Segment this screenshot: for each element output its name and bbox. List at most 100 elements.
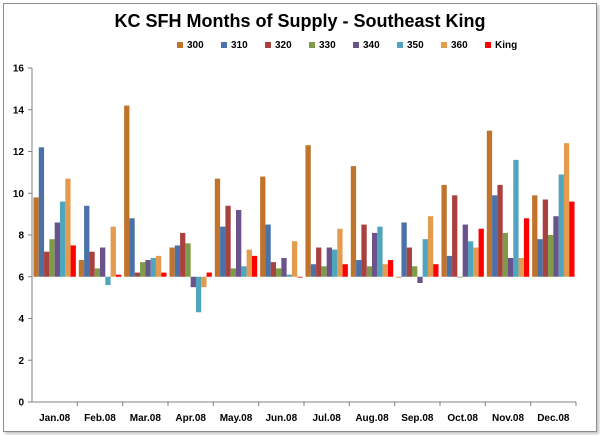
bar-350-jul-08 <box>331 249 338 277</box>
y-tick-label: 2 <box>18 356 24 367</box>
bar-320-mar-08 <box>134 272 141 277</box>
bar-320-dec-08 <box>542 199 549 277</box>
bar-300-jan-08 <box>33 197 39 277</box>
bar-300-sep-08 <box>396 276 402 278</box>
bar-king-jul-08 <box>342 264 348 277</box>
bar-330-aug-08 <box>366 266 372 277</box>
bar-330-jul-08 <box>321 266 327 277</box>
legend-label-340: 340 <box>363 40 380 51</box>
x-tick-label: Oct.08 <box>447 413 478 424</box>
bar-350-jan-08 <box>59 201 66 277</box>
bar-310-nov-08 <box>492 195 498 277</box>
bars <box>33 105 575 313</box>
x-tick-label: Aug.08 <box>355 413 389 424</box>
legend-swatch-330 <box>309 42 315 48</box>
bar-330-dec-08 <box>548 235 554 277</box>
bar-340-oct-08 <box>462 224 468 277</box>
y-tick-label: 6 <box>18 272 24 283</box>
legend-swatch-340 <box>353 42 359 48</box>
bar-340-jan-08 <box>54 222 60 277</box>
bar-king-feb-08 <box>115 274 122 277</box>
x-tick-label: Jan.08 <box>39 413 71 424</box>
bar-340-mar-08 <box>145 260 151 277</box>
bar-330-jan-08 <box>49 239 55 277</box>
bar-340-sep-08 <box>417 276 423 284</box>
x-tick-label: Jun.08 <box>265 413 297 424</box>
bar-310-apr-08 <box>174 245 181 277</box>
bar-300-jul-08 <box>305 145 311 277</box>
bar-300-may-08 <box>214 178 221 277</box>
axes: 0 2 4 6 8 10 12 14 16 Jan.08 Feb.08 Mar.08 Apr.08 May… <box>13 64 577 424</box>
bar-310-sep-08 <box>401 222 407 277</box>
bar-350-jun-08 <box>286 274 292 277</box>
bar-320-aug-08 <box>361 224 367 277</box>
bar-300-mar-08 <box>124 105 130 277</box>
legend-swatch-350 <box>397 42 403 48</box>
bar-340-nov-08 <box>508 257 514 277</box>
bar-360-mar-08 <box>155 255 162 277</box>
chart-title: KC SFH Months of Supply - Southeast King <box>115 11 486 31</box>
bar-310-feb-08 <box>84 205 90 277</box>
bar-340-feb-08 <box>100 247 106 277</box>
x-tick-label: Feb.08 <box>84 413 116 424</box>
bar-310-mar-08 <box>129 218 135 277</box>
bar-330-mar-08 <box>140 262 146 277</box>
bar-300-dec-08 <box>532 195 538 277</box>
bar-350-feb-08 <box>105 276 111 286</box>
bar-360-feb-08 <box>110 226 116 277</box>
bar-320-oct-08 <box>452 195 458 277</box>
bar-300-apr-08 <box>169 247 175 277</box>
legend-swatch-300 <box>177 42 183 48</box>
bar-310-aug-08 <box>356 260 362 277</box>
bar-330-apr-08 <box>185 243 191 277</box>
bar-360-apr-08 <box>201 276 207 288</box>
bar-320-jun-08 <box>270 262 277 277</box>
bar-king-jan-08 <box>70 245 76 277</box>
bar-320-apr-08 <box>180 232 186 277</box>
y-tick-label: 14 <box>13 105 25 116</box>
x-tick-label: Jul.08 <box>312 413 341 424</box>
bar-320-feb-08 <box>89 251 95 277</box>
legend-swatch-310 <box>221 42 227 48</box>
bar-340-may-08 <box>236 209 242 277</box>
bar-king-jun-08 <box>297 276 303 278</box>
y-tick-label: 0 <box>18 398 24 409</box>
bar-310-dec-08 <box>537 239 543 277</box>
bar-300-aug-08 <box>350 166 357 277</box>
bar-360-jan-08 <box>65 178 71 277</box>
bar-360-dec-08 <box>563 143 570 277</box>
y-tick-label: 16 <box>13 64 25 75</box>
x-tick-label: May.08 <box>220 413 253 424</box>
bar-king-dec-08 <box>569 201 575 277</box>
bar-360-nov-08 <box>518 257 524 277</box>
bar-360-oct-08 <box>473 247 479 277</box>
legend-swatch-320 <box>265 42 271 48</box>
x-tick-label: Dec.08 <box>537 413 570 424</box>
bar-330-nov-08 <box>502 232 508 277</box>
bar-330-jun-08 <box>276 268 282 277</box>
legend-label-360: 360 <box>451 40 468 51</box>
bar-340-jul-08 <box>326 247 332 277</box>
bar-340-jun-08 <box>281 257 287 277</box>
bar-king-oct-08 <box>478 228 484 277</box>
bar-350-may-08 <box>241 266 247 277</box>
bar-320-jan-08 <box>44 251 50 277</box>
legend-label-330: 330 <box>319 40 336 51</box>
bar-300-feb-08 <box>78 260 85 277</box>
bar-king-apr-08 <box>206 272 212 277</box>
bar-340-aug-08 <box>372 232 378 277</box>
bar-310-oct-08 <box>446 255 453 277</box>
bar-king-mar-08 <box>161 272 167 277</box>
bar-350-dec-08 <box>558 174 564 277</box>
bar-king-sep-08 <box>433 264 439 277</box>
bar-360-sep-08 <box>427 216 434 277</box>
bar-330-may-08 <box>230 268 236 277</box>
legend-label-310: 310 <box>231 40 248 51</box>
bar-360-jun-08 <box>291 241 298 277</box>
x-tick-label: Mar.08 <box>130 413 162 424</box>
legend-swatch-king <box>485 42 491 48</box>
bar-king-aug-08 <box>387 260 394 277</box>
legend-label-320: 320 <box>275 40 292 51</box>
legend-label-king: King <box>495 40 517 51</box>
bar-300-jun-08 <box>260 176 266 277</box>
